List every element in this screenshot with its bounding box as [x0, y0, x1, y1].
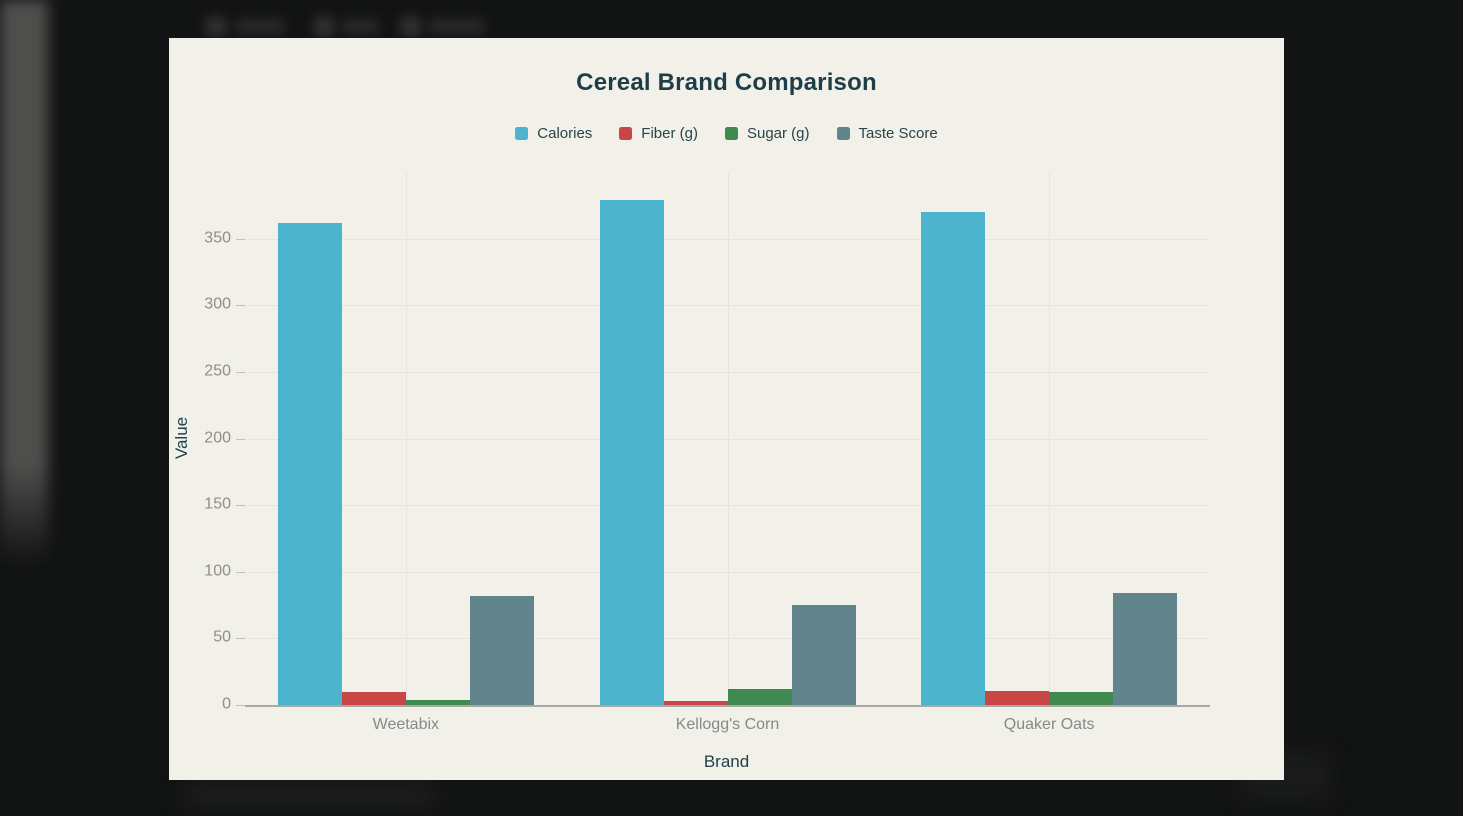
y-tick-label-0: 0 [222, 695, 231, 713]
plot-area: 0 50 100 150 200 250 300 350 Weetabix Kellogg's C… [204, 172, 1210, 733]
blurred-side-panel [0, 0, 48, 565]
y-tick-mark-300 [236, 305, 245, 307]
legend-item-taste-score[interactable]: Taste Score [836, 125, 938, 142]
x-axis-title: Brand [703, 752, 750, 771]
bar-fiber-g-kellogg-s-corn [663, 701, 728, 705]
y-axis-title: Value [172, 416, 191, 460]
blurred-toolbar-label [341, 19, 379, 34]
blurred-background-shape [182, 782, 437, 808]
bar-sugar-g-quaker-oats [1049, 691, 1114, 705]
gridline-vertical-kellogg-s-corn [727, 172, 729, 705]
y-tick-label-150: 150 [204, 495, 231, 513]
y-tick-label-200: 200 [204, 429, 231, 447]
legend-label-taste-score: Taste Score [858, 125, 938, 142]
y-tick-mark-0 [236, 705, 245, 706]
bar-sugar-g-weetabix [405, 699, 470, 705]
y-tick-mark-200 [236, 438, 245, 440]
gridline-vertical-quaker-oats [1049, 172, 1051, 705]
bar-taste-score-quaker-oats [1113, 593, 1178, 705]
y-tick-label-250: 250 [204, 362, 231, 380]
legend-swatch-calories [515, 127, 529, 140]
legend-item-sugar-g[interactable]: Sugar (g) [724, 125, 810, 142]
category-label-kellogg-s-corn: Kellogg's Corn [675, 716, 780, 733]
bar-sugar-g-kellogg-s-corn [727, 689, 792, 705]
y-tick-mark-50 [236, 638, 245, 640]
y-tick-label-50: 50 [213, 629, 231, 647]
legend-item-fiber-g[interactable]: Fiber (g) [619, 125, 698, 142]
legend-swatch-fiber-g [619, 127, 633, 140]
legend-swatch-sugar-g [724, 127, 738, 140]
legend-item-calories[interactable]: Calories [515, 125, 592, 142]
legend-swatch-taste-score [836, 127, 850, 140]
legend-label-fiber-g: Fiber (g) [641, 125, 698, 142]
blurred-toolbar-icon [205, 16, 227, 37]
bar-fiber-g-weetabix [341, 691, 406, 705]
bar-calories-kellogg-s-corn [599, 199, 664, 705]
bar-calories-weetabix [277, 222, 342, 705]
blurred-toolbar-label [235, 19, 285, 34]
chart-legend: Calories Fiber (g) Sugar (g) Taste Score [169, 125, 1284, 142]
gridline-vertical-weetabix [405, 172, 407, 705]
bar-taste-score-kellogg-s-corn [791, 605, 856, 705]
blurred-toolbar-icon [400, 16, 422, 37]
blurred-toolbar-icon [313, 16, 335, 37]
bar-fiber-g-quaker-oats [985, 691, 1050, 705]
y-tick-mark-100 [236, 571, 245, 573]
y-tick-label-350: 350 [204, 229, 231, 247]
x-axis-line [245, 705, 1210, 707]
y-tick-label-300: 300 [204, 295, 231, 313]
y-tick-mark-150 [236, 505, 245, 507]
legend-label-calories: Calories [537, 125, 593, 142]
blurred-toolbar-label [428, 19, 485, 34]
bar-taste-score-weetabix [469, 595, 534, 705]
category-label-weetabix: Weetabix [372, 716, 440, 733]
bar-calories-quaker-oats [921, 211, 986, 705]
category-label-quaker-oats: Quaker Oats [1003, 716, 1095, 733]
y-tick-mark-350 [236, 238, 245, 240]
chart-title: Cereal Brand Comparison [576, 69, 877, 96]
legend-label-sugar-g: Sugar (g) [746, 125, 810, 142]
y-tick-label-100: 100 [204, 562, 231, 580]
y-tick-mark-250 [236, 371, 245, 373]
chart-panel: Cereal Brand Comparison Calories Fiber (g… [169, 38, 1284, 780]
